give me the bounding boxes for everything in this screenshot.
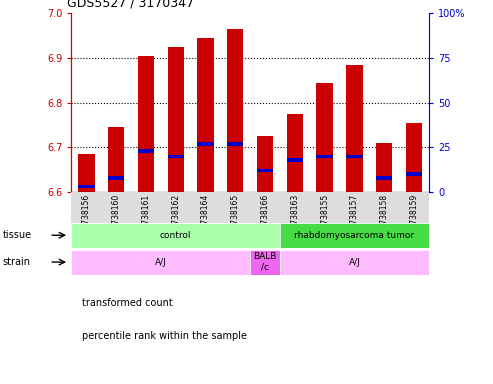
- Text: GSM738161: GSM738161: [141, 194, 150, 240]
- Text: GDS5527 / 3170347: GDS5527 / 3170347: [67, 0, 194, 10]
- Text: A/J: A/J: [155, 258, 167, 266]
- Bar: [168, 154, 184, 158]
- Text: control: control: [160, 231, 191, 240]
- Bar: [138, 149, 154, 153]
- Text: GSM738160: GSM738160: [111, 194, 121, 240]
- Text: percentile rank within the sample: percentile rank within the sample: [82, 331, 247, 341]
- Bar: [317, 83, 333, 192]
- Text: GSM738165: GSM738165: [231, 194, 240, 240]
- Bar: [197, 142, 213, 146]
- Text: GSM738157: GSM738157: [350, 194, 359, 240]
- Bar: [78, 154, 95, 192]
- Text: A/J: A/J: [349, 258, 360, 266]
- Bar: [197, 38, 213, 192]
- Text: GSM738163: GSM738163: [290, 194, 299, 240]
- Bar: [227, 142, 244, 146]
- Bar: [71, 250, 250, 275]
- Text: tissue: tissue: [2, 230, 32, 240]
- Bar: [108, 176, 124, 179]
- Bar: [287, 158, 303, 162]
- Bar: [346, 154, 363, 158]
- Text: GSM738156: GSM738156: [82, 194, 91, 240]
- Bar: [108, 127, 124, 192]
- Bar: [346, 65, 363, 192]
- Text: GSM738155: GSM738155: [320, 194, 329, 240]
- Bar: [168, 47, 184, 192]
- Bar: [406, 172, 422, 176]
- Text: GSM738162: GSM738162: [171, 194, 180, 240]
- Text: rhabdomyosarcoma tumor: rhabdomyosarcoma tumor: [294, 231, 415, 240]
- Text: GSM738158: GSM738158: [380, 194, 389, 240]
- Text: BALB
/c: BALB /c: [253, 252, 277, 272]
- Bar: [376, 176, 392, 179]
- Bar: [257, 169, 273, 172]
- Bar: [406, 123, 422, 192]
- Text: strain: strain: [2, 257, 31, 267]
- Bar: [280, 223, 429, 248]
- Text: GSM738164: GSM738164: [201, 194, 210, 240]
- Bar: [257, 136, 273, 192]
- Text: GSM738159: GSM738159: [410, 194, 419, 240]
- Bar: [317, 154, 333, 158]
- Bar: [250, 250, 280, 275]
- Text: transformed count: transformed count: [82, 298, 173, 308]
- Bar: [138, 56, 154, 192]
- Bar: [78, 185, 95, 189]
- Text: GSM738166: GSM738166: [261, 194, 270, 240]
- Bar: [71, 223, 280, 248]
- Bar: [227, 29, 244, 192]
- Bar: [287, 114, 303, 192]
- Bar: [376, 143, 392, 192]
- Bar: [280, 250, 429, 275]
